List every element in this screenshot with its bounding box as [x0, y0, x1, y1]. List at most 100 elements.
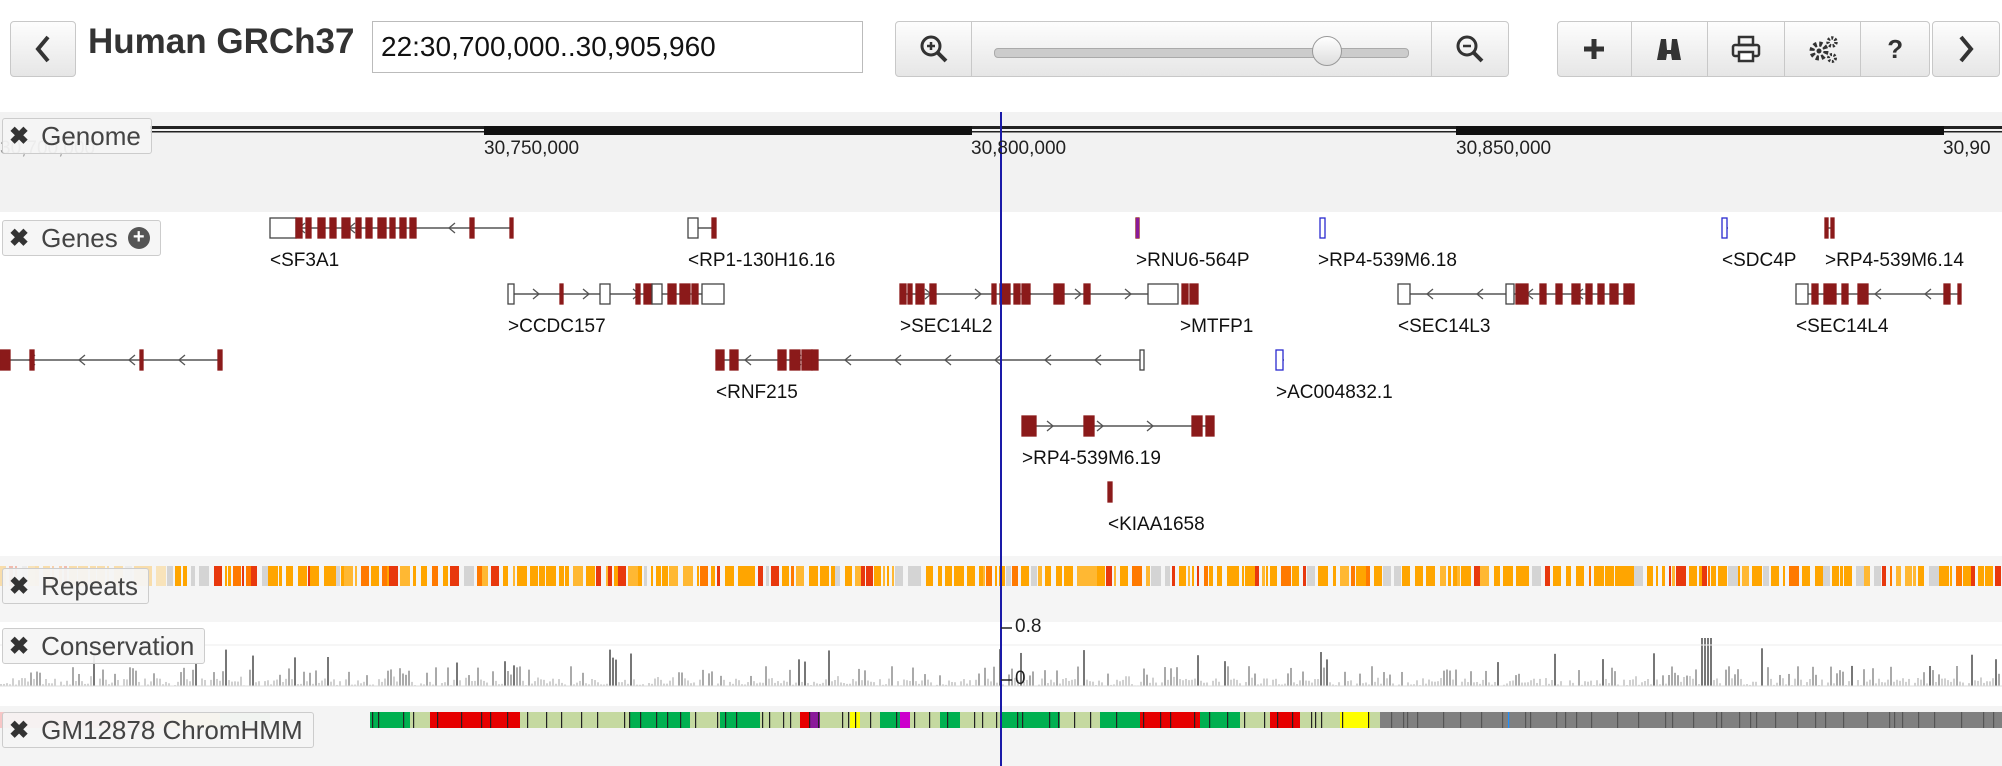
track-label-genes[interactable]: ✖ Genes +	[2, 220, 161, 256]
conservation-bar	[1998, 673, 2000, 686]
track-label-chromhmm[interactable]: ✖ GM12878 ChromHMM	[2, 712, 314, 748]
conservation-bar	[546, 683, 548, 686]
conservation-bar	[852, 678, 854, 686]
repeat-block	[1963, 566, 1971, 586]
chromhmm-divider	[1750, 712, 1752, 728]
conservation-bar	[1989, 681, 1991, 686]
gene-exon	[1585, 283, 1593, 305]
conservation-bar	[1590, 680, 1592, 686]
close-icon[interactable]: ✖	[9, 224, 30, 252]
conservation-bar	[441, 683, 443, 686]
add-track-button[interactable]	[1558, 22, 1632, 76]
zoom-in-button[interactable]	[896, 22, 972, 76]
ruler-tick-label: 30,850,000	[1456, 138, 1552, 159]
conservation-bar	[840, 682, 842, 686]
repeat-block	[1318, 566, 1328, 586]
gene-exon	[1083, 283, 1091, 305]
gene-strand-arrow	[1046, 420, 1055, 432]
gene-exon	[1505, 283, 1515, 305]
conservation-bar	[1083, 650, 1085, 686]
locus-input[interactable]	[372, 21, 863, 73]
conservation-bar	[486, 682, 488, 686]
gene-label[interactable]: >RP4-539M6.18	[1318, 250, 1457, 271]
chromhmm-segment	[630, 712, 690, 728]
close-icon[interactable]: ✖	[9, 632, 30, 660]
repeat-block	[1971, 566, 1975, 586]
gene-strand-arrow	[1124, 288, 1133, 300]
repeat-block	[1292, 566, 1299, 586]
repeat-block	[565, 566, 569, 586]
gene-label[interactable]: <SEC14L4	[1796, 316, 1889, 337]
gene-exon	[389, 217, 396, 239]
gene-label[interactable]: >MTFP1	[1180, 316, 1254, 337]
repeat-block	[1197, 566, 1199, 586]
conservation-bar	[159, 678, 161, 686]
close-icon[interactable]: ✖	[9, 716, 30, 744]
conservation-bar	[1710, 638, 1712, 686]
back-button[interactable]	[10, 21, 76, 77]
gene-label[interactable]: >SEC14L2	[900, 316, 993, 337]
track-label-repeats[interactable]: ✖ Repeats	[2, 568, 149, 604]
repeat-block	[1589, 566, 1591, 586]
find-button[interactable]	[1632, 22, 1709, 76]
chromhmm-segment	[900, 712, 910, 728]
conservation-bar	[324, 678, 326, 686]
conservation-bar	[456, 662, 458, 686]
gene-label[interactable]: >AC004832.1	[1276, 382, 1393, 403]
conservation-bar	[1245, 682, 1247, 686]
conservation-bar	[186, 679, 188, 686]
conservation-bar	[807, 683, 809, 686]
repeat-block	[351, 566, 353, 586]
conservation-bar	[432, 684, 434, 686]
add-circle-icon[interactable]: +	[127, 227, 150, 249]
repeat-block	[791, 566, 794, 586]
chromhmm-divider	[736, 712, 738, 728]
gene-label[interactable]: <KIAA1658	[1108, 514, 1205, 535]
conservation-bar	[654, 678, 656, 686]
conservation-bar	[345, 679, 347, 686]
gene-label[interactable]: <SF3A1	[270, 250, 340, 271]
conservation-bar	[1281, 684, 1283, 686]
zoom-slider[interactable]	[972, 22, 1432, 76]
conservation-bar	[1611, 667, 1613, 686]
conservation-bar	[1089, 681, 1091, 686]
repeat-block	[1699, 566, 1702, 586]
chromhmm-divider	[1591, 712, 1593, 728]
conservation-bar	[237, 681, 239, 686]
conservation-bar	[699, 679, 701, 686]
print-button[interactable]	[1708, 22, 1785, 76]
gene-label[interactable]: <SEC14L3	[1398, 316, 1491, 337]
help-button[interactable]: ?	[1887, 33, 1904, 64]
gene-label[interactable]: <SDC4P	[1722, 250, 1797, 271]
repeat-block	[766, 566, 769, 586]
repeat-block	[995, 566, 997, 586]
gene-exon	[1609, 283, 1619, 305]
conservation-bar	[1971, 654, 1973, 686]
close-icon[interactable]: ✖	[9, 122, 30, 150]
settings-button[interactable]	[1785, 22, 1862, 76]
forward-button[interactable]	[1932, 21, 2000, 77]
conservation-bar	[36, 671, 38, 686]
conservation-bar	[1992, 678, 1994, 686]
gene-label[interactable]: >RP4-539M6.14	[1825, 250, 1964, 271]
gene-label[interactable]: >RP4-539M6.19	[1022, 448, 1161, 469]
gene-label[interactable]: >RNU6-564P	[1136, 250, 1250, 271]
repeat-block	[1823, 566, 1830, 586]
gene-label[interactable]: <RP1-130H16.16	[688, 250, 836, 271]
gene-label[interactable]: >CCDC157	[508, 316, 606, 337]
gene-exon	[509, 217, 514, 239]
conservation-bar	[1014, 677, 1016, 686]
close-icon[interactable]: ✖	[9, 572, 30, 600]
zoom-out-button[interactable]	[1432, 22, 1508, 76]
conservation-bar	[1962, 682, 1964, 686]
conservation-bar	[330, 681, 332, 686]
conservation-bar	[42, 684, 44, 686]
conservation-bar	[510, 674, 512, 686]
conservation-bar	[258, 681, 260, 686]
gene-exon	[1597, 283, 1605, 305]
zoom-slider-handle[interactable]	[1311, 36, 1342, 66]
conservation-bar	[597, 682, 599, 686]
gene-label[interactable]: <RNF215	[716, 382, 798, 403]
track-label-conservation[interactable]: ✖ Conservation	[2, 628, 206, 664]
track-label-genome[interactable]: ✖ Genome	[2, 118, 152, 154]
